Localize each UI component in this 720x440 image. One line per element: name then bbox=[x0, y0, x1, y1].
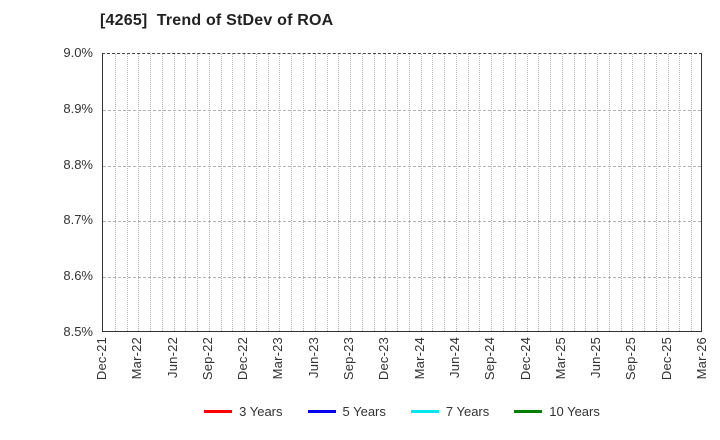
v-gridline bbox=[373, 54, 375, 331]
v-gridline bbox=[679, 54, 681, 331]
x-tick-label: Sep-22 bbox=[199, 337, 215, 381]
h-gridline bbox=[103, 109, 701, 111]
v-gridline bbox=[620, 54, 622, 331]
v-gridline bbox=[561, 54, 563, 331]
x-tick-label: Mar-23 bbox=[270, 337, 286, 380]
x-tick-label: Mar-26 bbox=[694, 337, 709, 380]
y-tick-label: 8.9% bbox=[63, 100, 93, 116]
v-gridline bbox=[150, 54, 152, 331]
x-tick-label: Jun-22 bbox=[164, 337, 180, 378]
chart-title: [4265] Trend of StDev of ROA bbox=[100, 12, 334, 29]
v-gridline bbox=[538, 54, 540, 331]
legend-label: 7 Years bbox=[445, 404, 490, 419]
v-gridline bbox=[314, 54, 316, 331]
v-gridline bbox=[503, 54, 504, 331]
legend-line-swatch bbox=[410, 410, 439, 413]
v-gridline bbox=[161, 54, 163, 331]
v-gridline bbox=[655, 54, 657, 331]
v-gridline bbox=[585, 54, 587, 331]
legend-label: 3 Years bbox=[239, 404, 283, 419]
v-gridline bbox=[279, 54, 281, 331]
x-tick-label: Jun-25 bbox=[588, 337, 604, 378]
x-tick-label: Mar-24 bbox=[411, 337, 427, 380]
h-gridline bbox=[103, 277, 701, 279]
x-tick-label: Mar-25 bbox=[552, 337, 568, 380]
legend-line-swatch bbox=[307, 410, 336, 413]
v-gridline bbox=[138, 54, 140, 331]
v-gridline bbox=[550, 54, 552, 331]
x-tick-label: Dec-21 bbox=[94, 337, 109, 381]
x-tick-label: Jun-23 bbox=[305, 337, 321, 378]
v-gridline bbox=[420, 54, 422, 331]
v-gridline bbox=[185, 54, 187, 331]
v-gridline bbox=[220, 54, 222, 331]
v-gridline bbox=[526, 54, 528, 331]
v-gridline bbox=[291, 54, 293, 331]
v-gridline bbox=[397, 54, 399, 331]
x-tick-label: Dec-22 bbox=[235, 337, 251, 381]
v-gridline bbox=[491, 54, 493, 331]
y-tick-label: 8.5% bbox=[63, 324, 93, 339]
v-gridline bbox=[385, 54, 387, 331]
y-tick-label: 8.7% bbox=[63, 212, 93, 228]
v-gridline bbox=[197, 54, 199, 331]
y-tick-label: 8.6% bbox=[63, 268, 93, 284]
legend-item-5-years: 5 Years bbox=[307, 404, 386, 419]
v-gridline bbox=[232, 54, 234, 331]
legend-item-10-years: 10 Years bbox=[514, 404, 600, 419]
v-gridline bbox=[467, 54, 469, 331]
v-gridline bbox=[350, 54, 352, 331]
v-gridline bbox=[691, 54, 693, 331]
v-gridline bbox=[114, 54, 116, 331]
v-gridline bbox=[326, 54, 328, 331]
v-gridline bbox=[303, 54, 304, 331]
v-gridline bbox=[408, 54, 410, 331]
v-gridline bbox=[479, 54, 481, 331]
v-gridline bbox=[244, 54, 246, 331]
x-tick-label: Sep-25 bbox=[623, 337, 639, 381]
x-tick-label: Jun-24 bbox=[446, 337, 462, 378]
legend-item-3-years: 3 Years bbox=[204, 404, 283, 419]
plot-area bbox=[102, 53, 702, 332]
y-tick-label: 9.0% bbox=[63, 45, 93, 60]
v-gridline bbox=[632, 54, 634, 331]
x-tick-label: Dec-23 bbox=[376, 337, 392, 381]
v-gridline bbox=[173, 54, 175, 331]
v-gridline bbox=[514, 54, 516, 331]
v-gridline bbox=[361, 54, 363, 331]
legend-line-swatch bbox=[204, 410, 233, 413]
v-gridline bbox=[573, 54, 575, 331]
x-tick-label: Dec-25 bbox=[658, 337, 674, 381]
x-tick-label: Dec-24 bbox=[517, 337, 533, 381]
v-gridline bbox=[597, 54, 599, 331]
h-gridline bbox=[103, 221, 701, 223]
v-gridline bbox=[255, 54, 257, 331]
legend-item-7-years: 7 Years bbox=[410, 404, 490, 419]
v-gridline bbox=[267, 54, 269, 331]
legend-label: 10 Years bbox=[549, 404, 600, 419]
y-tick-label: 8.8% bbox=[63, 156, 93, 172]
legend-label: 5 Years bbox=[342, 404, 386, 419]
legend-line-swatch bbox=[514, 410, 543, 413]
v-gridline bbox=[338, 54, 340, 331]
v-gridline bbox=[444, 54, 446, 331]
legend: 3 Years 5 Years 7 Years 10 Years bbox=[102, 404, 702, 419]
v-gridline bbox=[455, 54, 457, 331]
v-gridline bbox=[126, 54, 128, 331]
v-gridline bbox=[667, 54, 669, 331]
v-gridline bbox=[208, 54, 210, 331]
x-tick-label: Mar-22 bbox=[129, 337, 145, 380]
h-gridline bbox=[103, 165, 701, 167]
v-gridline bbox=[608, 54, 610, 331]
v-gridline bbox=[644, 54, 646, 331]
v-gridline bbox=[432, 54, 434, 331]
x-tick-label: Sep-23 bbox=[341, 337, 357, 381]
x-tick-label: Sep-24 bbox=[482, 337, 498, 381]
